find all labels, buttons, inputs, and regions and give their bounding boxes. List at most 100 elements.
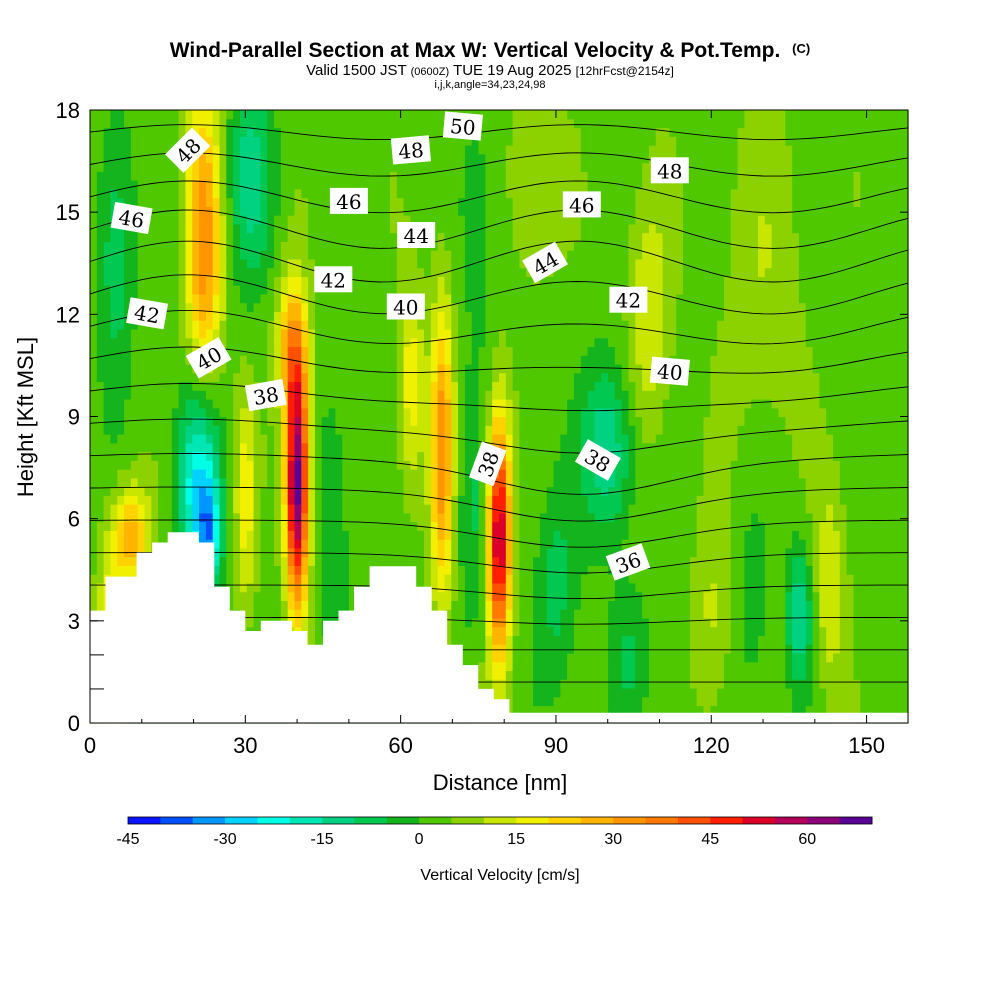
velocity-cell bbox=[267, 574, 275, 584]
velocity-cell bbox=[437, 486, 446, 496]
velocity-cell bbox=[444, 145, 452, 155]
velocity-cell bbox=[96, 232, 105, 242]
velocity-cell bbox=[478, 521, 486, 531]
velocity-cell bbox=[274, 477, 282, 488]
velocity-cell bbox=[96, 556, 105, 566]
velocity-cell bbox=[519, 197, 527, 207]
velocity-cell bbox=[130, 320, 139, 330]
velocity-cell bbox=[274, 442, 282, 453]
velocity-cell bbox=[389, 547, 398, 558]
velocity-cell bbox=[362, 556, 371, 566]
velocity-cell bbox=[519, 145, 527, 155]
velocity-cell bbox=[383, 188, 391, 199]
velocity-cell bbox=[137, 153, 146, 164]
velocity-cell bbox=[430, 285, 439, 295]
velocity-cell bbox=[424, 110, 432, 120]
velocity-cell bbox=[130, 250, 139, 260]
velocity-cell bbox=[424, 328, 432, 339]
velocity-cell bbox=[110, 381, 118, 391]
velocity-cell bbox=[539, 425, 548, 435]
velocity-cell bbox=[464, 416, 473, 426]
velocity-cell bbox=[505, 241, 514, 251]
velocity-cell bbox=[512, 574, 521, 584]
velocity-cell bbox=[560, 381, 568, 391]
velocity-cell bbox=[246, 451, 255, 461]
velocity-cell bbox=[410, 539, 418, 549]
velocity-cell bbox=[512, 136, 521, 146]
velocity-cell bbox=[492, 635, 500, 645]
velocity-cell bbox=[280, 477, 289, 488]
velocity-cell bbox=[239, 180, 248, 190]
velocity-cell bbox=[124, 250, 132, 260]
velocity-cell bbox=[546, 215, 555, 225]
velocity-cell bbox=[464, 162, 473, 172]
velocity-cell bbox=[526, 574, 534, 584]
velocity-cell bbox=[444, 206, 452, 216]
velocity-cell bbox=[117, 504, 125, 514]
velocity-cell bbox=[96, 425, 105, 435]
velocity-cell bbox=[233, 320, 241, 330]
velocity-cell bbox=[512, 390, 521, 400]
velocity-cell bbox=[246, 302, 255, 313]
velocity-cell bbox=[505, 337, 514, 348]
velocity-cell bbox=[280, 442, 289, 453]
velocity-cell bbox=[192, 320, 200, 330]
velocity-cell bbox=[499, 390, 507, 400]
velocity-cell bbox=[349, 363, 357, 374]
velocity-cell bbox=[526, 320, 534, 330]
velocity-cell bbox=[301, 425, 309, 435]
velocity-cell bbox=[103, 206, 112, 216]
velocity-cell bbox=[464, 293, 473, 304]
velocity-cell bbox=[383, 530, 391, 540]
velocity-cell bbox=[403, 110, 411, 120]
velocity-cell bbox=[260, 241, 268, 251]
velocity-cell bbox=[314, 530, 323, 540]
velocity-cell bbox=[219, 337, 227, 348]
velocity-cell bbox=[328, 355, 336, 365]
velocity-cell bbox=[403, 188, 411, 199]
velocity-cell bbox=[560, 582, 568, 593]
velocity-cell bbox=[389, 232, 398, 242]
velocity-cell bbox=[430, 276, 439, 286]
velocity-cell bbox=[260, 539, 268, 549]
velocity-cell bbox=[410, 407, 418, 418]
velocity-cell bbox=[328, 363, 336, 374]
velocity-cell bbox=[192, 311, 200, 321]
velocity-cell bbox=[403, 381, 411, 391]
velocity-cell bbox=[539, 390, 548, 400]
velocity-cell bbox=[362, 145, 371, 155]
velocity-cell bbox=[212, 118, 221, 129]
velocity-cell bbox=[103, 110, 112, 120]
velocity-cell bbox=[185, 398, 193, 409]
velocity-cell bbox=[260, 416, 268, 426]
velocity-cell bbox=[437, 381, 446, 391]
velocity-cell bbox=[301, 600, 309, 610]
velocity-cell bbox=[267, 241, 275, 251]
velocity-cell bbox=[464, 153, 473, 164]
velocity-cell bbox=[144, 390, 152, 400]
velocity-cell bbox=[124, 398, 132, 409]
velocity-cell bbox=[389, 223, 398, 234]
velocity-cell bbox=[328, 407, 336, 418]
velocity-cell bbox=[246, 504, 255, 514]
velocity-cell bbox=[110, 118, 118, 129]
velocity-cell bbox=[505, 539, 514, 549]
velocity-cell bbox=[253, 223, 262, 234]
velocity-cell bbox=[144, 258, 152, 269]
velocity-cell bbox=[451, 407, 459, 418]
velocity-cell bbox=[130, 556, 139, 566]
velocity-cell bbox=[110, 495, 118, 505]
velocity-cell bbox=[383, 118, 391, 129]
velocity-cell bbox=[560, 521, 568, 531]
velocity-cell bbox=[124, 556, 132, 566]
velocity-cell bbox=[546, 136, 555, 146]
velocity-cell bbox=[458, 442, 466, 453]
velocity-cell bbox=[335, 574, 343, 584]
velocity-cell bbox=[355, 355, 364, 365]
velocity-cell bbox=[253, 600, 262, 610]
velocity-cell bbox=[444, 565, 452, 575]
velocity-cell bbox=[280, 320, 289, 330]
velocity-cell bbox=[171, 302, 180, 313]
velocity-cell bbox=[164, 267, 173, 277]
velocity-cell bbox=[246, 363, 255, 374]
